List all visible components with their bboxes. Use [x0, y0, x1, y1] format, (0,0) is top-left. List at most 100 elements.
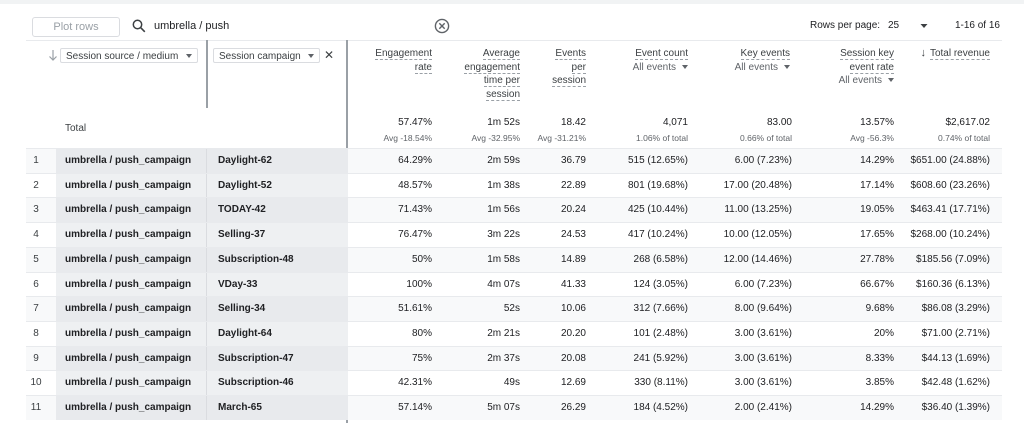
top-divider	[0, 0, 1024, 4]
chevron-down-icon[interactable]	[919, 21, 929, 31]
total-key-events: 83.00 0.66% of total	[740, 117, 792, 143]
cell-session-key-event-rate: 17.14%	[860, 179, 894, 191]
chevron-down-icon	[888, 78, 894, 83]
cell-total-revenue: $268.00 (10.24%)	[910, 229, 990, 241]
table-row[interactable]: 8 umbrella / push_campaign Daylight-64 8…	[26, 320, 1002, 346]
cell-events-per-session: 41.33	[560, 278, 586, 290]
cell-engagement-rate: 64.29%	[398, 155, 432, 166]
cell-session-key-event-rate: 3.85%	[865, 377, 894, 389]
cell-events-per-session: 20.20	[560, 327, 586, 339]
cell-engagement-rate: 42.31%	[398, 377, 432, 389]
event-count-filter[interactable]: All events	[606, 61, 688, 75]
cell-engagement-rate: 75%	[411, 352, 432, 364]
cell-source-medium: umbrella / push_campaign	[65, 303, 192, 315]
cell-source-medium: umbrella / push_campaign	[65, 327, 192, 339]
header-session-key-event-rate[interactable]: Session key event rate All events	[812, 47, 894, 88]
cell-total-revenue: $608.60 (23.26%)	[910, 179, 990, 191]
table-row[interactable]: 1 umbrella / push_campaign Daylight-62 6…	[26, 148, 1002, 173]
cell-events-per-session: 10.06	[560, 303, 586, 315]
cell-campaign: Subscription-46	[218, 377, 294, 389]
plot-rows-button[interactable]: Plot rows	[32, 17, 120, 37]
cell-engagement-rate: 71.43%	[398, 204, 432, 216]
chevron-down-icon	[308, 54, 314, 58]
chevron-down-icon	[784, 64, 790, 69]
total-session-key-event-rate: 13.57% Avg -56.3%	[850, 117, 894, 143]
cell-source-medium: umbrella / push_campaign	[65, 253, 192, 265]
row-index: 4	[33, 229, 39, 241]
table-row[interactable]: 7 umbrella / push_campaign Selling-34 51…	[26, 296, 1002, 322]
cell-session-key-event-rate: 8.33%	[865, 352, 894, 364]
row-index: 11	[30, 402, 42, 413]
table-row[interactable]: 11 umbrella / push_campaign March-65 57.…	[26, 395, 1002, 420]
pagination-range: 1-16 of 16	[954, 20, 1000, 31]
table-toolbar: Plot rows Rows per page: 25 1-16 of 16	[14, 12, 1010, 40]
totals-label: Total	[65, 123, 87, 134]
cell-total-revenue: $185.56 (7.09%)	[916, 253, 990, 265]
cell-average-engagement-time: 3m 22s	[487, 229, 520, 241]
search-input[interactable]	[154, 17, 414, 35]
secondary-dimension-selector[interactable]: Session campaign	[213, 48, 320, 63]
rows-per-page-label: Rows per page:	[810, 20, 881, 31]
table-row[interactable]: 5 umbrella / push_campaign Subscription-…	[26, 246, 1002, 272]
cell-key-events: 6.00 (7.23%)	[734, 155, 792, 166]
cell-total-revenue: $71.00 (2.71%)	[921, 327, 990, 339]
dimension-separator	[206, 40, 208, 108]
clear-search-icon[interactable]	[434, 18, 450, 34]
table-row[interactable]: 3 umbrella / push_campaign TODAY-42 71.4…	[26, 197, 1002, 223]
key-events-filter[interactable]: All events	[708, 61, 790, 75]
table-row[interactable]: 4 umbrella / push_campaign Selling-37 76…	[26, 222, 1002, 248]
cell-average-engagement-time: 2m 59s	[487, 155, 520, 166]
cell-events-per-session: 20.08	[560, 352, 586, 364]
header-event-count[interactable]: Event count All events	[606, 47, 688, 74]
header-divider	[26, 40, 1002, 41]
cell-events-per-session: 24.53	[560, 229, 586, 241]
cell-events-per-session: 14.89	[560, 253, 586, 265]
cell-key-events: 11.00 (13.25%)	[724, 204, 792, 216]
total-events-per-session: 18.42 Avg -31.21%	[537, 117, 586, 143]
cell-key-events: 3.00 (3.61%)	[734, 377, 792, 389]
cell-session-key-event-rate: 14.29%	[860, 402, 894, 413]
total-engagement-rate: 57.47% Avg -18.54%	[383, 117, 432, 143]
cell-event-count: 101 (2.48%)	[633, 327, 688, 339]
header-total-revenue[interactable]: ↓ Total revenue	[920, 47, 990, 60]
cell-average-engagement-time: 5m 07s	[487, 402, 520, 413]
cell-session-key-event-rate: 20%	[873, 327, 894, 339]
table-row[interactable]: 10 umbrella / push_campaign Subscription…	[26, 370, 1002, 396]
cell-event-count: 801 (19.68%)	[627, 179, 688, 191]
cell-events-per-session: 12.69	[560, 377, 586, 389]
cell-event-count: 312 (7.66%)	[633, 303, 688, 315]
cell-campaign: Daylight-52	[218, 179, 272, 191]
cell-campaign: VDay-33	[218, 278, 258, 290]
table-row[interactable]: 6 umbrella / push_campaign VDay-33 100% …	[26, 271, 1002, 297]
search-box	[124, 12, 454, 40]
session-key-event-rate-filter[interactable]: All events	[812, 74, 894, 88]
sort-arrow-icon[interactable]	[48, 49, 58, 61]
cell-average-engagement-time: 2m 21s	[487, 327, 520, 339]
row-index: 6	[33, 278, 39, 290]
cell-event-count: 515 (12.65%)	[627, 155, 688, 166]
cell-campaign: TODAY-42	[218, 204, 266, 216]
primary-dimension-selector[interactable]: Session source / medium	[60, 48, 198, 63]
cell-key-events: 8.00 (9.64%)	[734, 303, 792, 315]
header-engagement-rate[interactable]: Engagement rate	[375, 48, 432, 74]
header-key-events[interactable]: Key events All events	[708, 47, 790, 74]
row-index: 10	[30, 377, 42, 389]
row-index: 2	[33, 179, 39, 191]
sort-arrow-icon[interactable]: ↓	[920, 47, 926, 59]
total-event-count: 4,071 1.06% of total	[636, 117, 688, 143]
cell-session-key-event-rate: 27.78%	[860, 253, 894, 265]
header-average-engagement-time[interactable]: Average engagement time per session	[464, 48, 520, 101]
cell-average-engagement-time: 4m 07s	[487, 278, 520, 290]
row-index: 5	[33, 253, 39, 265]
table-row[interactable]: 9 umbrella / push_campaign Subscription-…	[26, 345, 1002, 371]
total-average-engagement-time: 1m 52s Avg -32.95%	[471, 117, 520, 143]
rows-per-page-select[interactable]: 25	[888, 20, 900, 31]
remove-dimension-icon[interactable]: ✕	[323, 48, 335, 62]
table-row[interactable]: 2 umbrella / push_campaign Daylight-52 4…	[26, 172, 1002, 198]
cell-average-engagement-time: 2m 37s	[487, 352, 520, 364]
cell-event-count: 425 (10.44%)	[627, 204, 688, 216]
cell-campaign: Selling-34	[218, 303, 266, 315]
primary-dimension-label: Session source / medium	[66, 51, 179, 62]
header-events-per-session[interactable]: Events per session	[552, 48, 586, 87]
cell-key-events: 3.00 (3.61%)	[734, 327, 792, 339]
